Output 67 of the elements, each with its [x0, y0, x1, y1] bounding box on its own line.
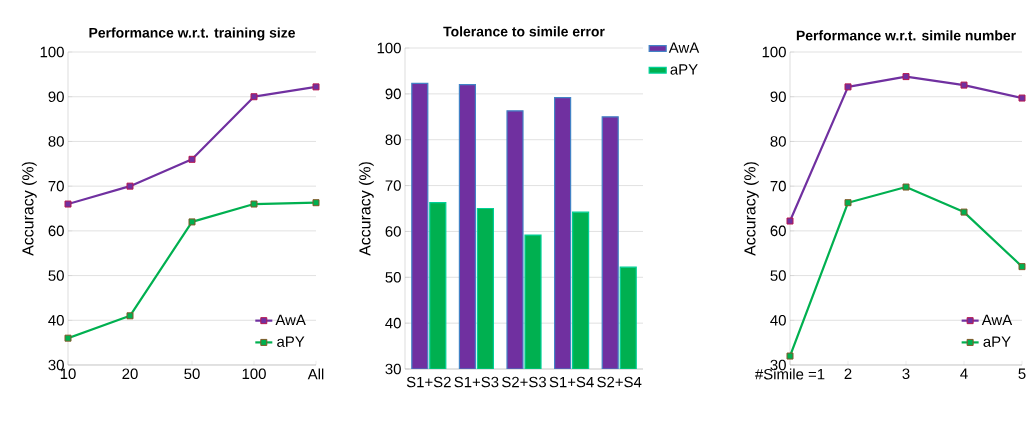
legend-label: AwA	[668, 42, 700, 53]
x-tick-label: 2	[844, 368, 852, 379]
x-tick-label: All	[307, 368, 324, 380]
point	[902, 73, 910, 81]
y-tick-label: 80	[770, 136, 786, 147]
y-tick-label: 70	[770, 180, 786, 192]
y-tick-label: 70	[385, 180, 401, 191]
y-tick-label: 100	[762, 46, 786, 58]
y-tick-label: 40	[48, 314, 64, 326]
y-tick-label: 60	[770, 225, 786, 237]
point	[786, 217, 794, 225]
point	[312, 83, 320, 91]
point	[902, 183, 910, 191]
y-tick-label: 80	[48, 136, 64, 147]
y-tick-label: 70	[48, 180, 64, 192]
point	[844, 83, 852, 91]
y-tick-label: 40	[770, 314, 786, 326]
y-tick-label: 60	[385, 226, 401, 237]
point	[250, 200, 258, 208]
point	[188, 155, 196, 163]
legend-label: aPY	[670, 64, 698, 75]
point	[786, 352, 794, 360]
legend-label: aPY	[277, 336, 305, 347]
x-tick-label: S1+S3	[454, 376, 499, 388]
y-tick-label: 50	[385, 271, 401, 283]
legend-label: AwA	[275, 314, 306, 326]
y-tick-label: 100	[40, 46, 64, 58]
point	[960, 81, 968, 89]
x-tick-label: 4	[960, 368, 968, 379]
y-tick-label: 90	[770, 91, 786, 102]
x-tick-label: 3	[902, 368, 910, 380]
y-tick-label: 50	[770, 270, 786, 281]
x-tick-label: 50	[184, 368, 200, 380]
x-tick-label: 5	[1018, 368, 1026, 379]
x-tick-label: 100	[242, 368, 266, 380]
point	[250, 93, 258, 101]
y-tick-label: 90	[385, 88, 401, 100]
x-tick-label: 20	[122, 368, 138, 380]
point	[64, 200, 72, 208]
legend-label: AwA	[981, 314, 1013, 326]
point	[844, 199, 852, 207]
x-tick-label: S2+S3	[502, 376, 546, 388]
x-tick-label: S1+S4	[549, 376, 594, 388]
y-tick-label: 40	[385, 317, 401, 329]
point	[64, 334, 72, 342]
point	[126, 312, 134, 320]
point	[126, 182, 134, 190]
y-tick-label: 30	[385, 363, 401, 375]
x-tick-label: S1+S2	[406, 376, 451, 388]
y-tick-label: 100	[377, 42, 401, 54]
point	[312, 199, 320, 207]
point	[960, 208, 968, 216]
point	[188, 218, 196, 226]
y-tick-label: 90	[48, 91, 64, 102]
point	[1018, 263, 1026, 271]
chart-title: Performance w.r.t. simile number	[796, 30, 1016, 41]
y-axis-title: Accuracy (%)	[358, 162, 374, 256]
x-tick-label: S2+S4	[597, 376, 642, 388]
legend-label: aPY	[983, 336, 1011, 347]
y-tick-label: 80	[385, 134, 401, 145]
chart-title: Performance w.r.t. training size	[89, 27, 295, 41]
point	[1018, 94, 1026, 102]
chart-title: Tolerance to simile error	[443, 26, 605, 37]
y-axis-title: Accuracy (%)	[21, 162, 37, 256]
y-tick-label: 50	[48, 270, 64, 281]
y-axis-title: Accuracy (%)	[743, 162, 759, 256]
y-tick-label: 60	[48, 225, 64, 237]
